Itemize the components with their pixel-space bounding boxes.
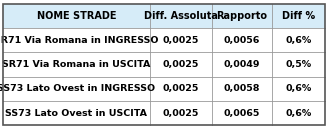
Text: 0,6%: 0,6% (285, 84, 311, 93)
Bar (150, 4, 212, 28)
Bar (272, 28, 325, 52)
Text: 0,0058: 0,0058 (224, 84, 260, 93)
Text: Diff %: Diff % (282, 11, 315, 21)
Bar (212, 4, 272, 28)
Bar (150, 101, 212, 125)
Text: SS73 Lato Ovest in USCITA: SS73 Lato Ovest in USCITA (5, 108, 147, 118)
Text: 0,0056: 0,0056 (224, 36, 260, 45)
Bar (150, 52, 212, 77)
Bar (150, 77, 212, 101)
Bar (150, 28, 212, 52)
Text: 0,6%: 0,6% (285, 36, 311, 45)
Bar (3, 28, 150, 52)
Bar (3, 52, 150, 77)
Text: SR71 Via Romana in INGRESSO: SR71 Via Romana in INGRESSO (0, 36, 159, 45)
Text: 0,0025: 0,0025 (163, 36, 199, 45)
Bar (3, 101, 150, 125)
Text: SR71 Via Romana in USCITA: SR71 Via Romana in USCITA (2, 60, 151, 69)
Text: 0,5%: 0,5% (285, 60, 311, 69)
Text: 0,0025: 0,0025 (163, 60, 199, 69)
Text: NOME STRADE: NOME STRADE (37, 11, 116, 21)
Bar (3, 4, 150, 28)
Bar (212, 101, 272, 125)
Text: SS73 Lato Ovest in INGRESSO: SS73 Lato Ovest in INGRESSO (0, 84, 155, 93)
Text: 0,6%: 0,6% (285, 108, 311, 118)
Bar (272, 77, 325, 101)
Bar (272, 4, 325, 28)
Bar (272, 101, 325, 125)
Bar (3, 77, 150, 101)
Text: 0,0049: 0,0049 (224, 60, 260, 69)
Text: Rapporto: Rapporto (216, 11, 267, 21)
Bar (212, 52, 272, 77)
Text: 0,0065: 0,0065 (224, 108, 260, 118)
Text: 0,0025: 0,0025 (163, 84, 199, 93)
Bar (272, 52, 325, 77)
Bar (212, 28, 272, 52)
Bar (212, 77, 272, 101)
Text: Diff. Assoluta: Diff. Assoluta (144, 11, 218, 21)
Text: 0,0025: 0,0025 (163, 108, 199, 118)
